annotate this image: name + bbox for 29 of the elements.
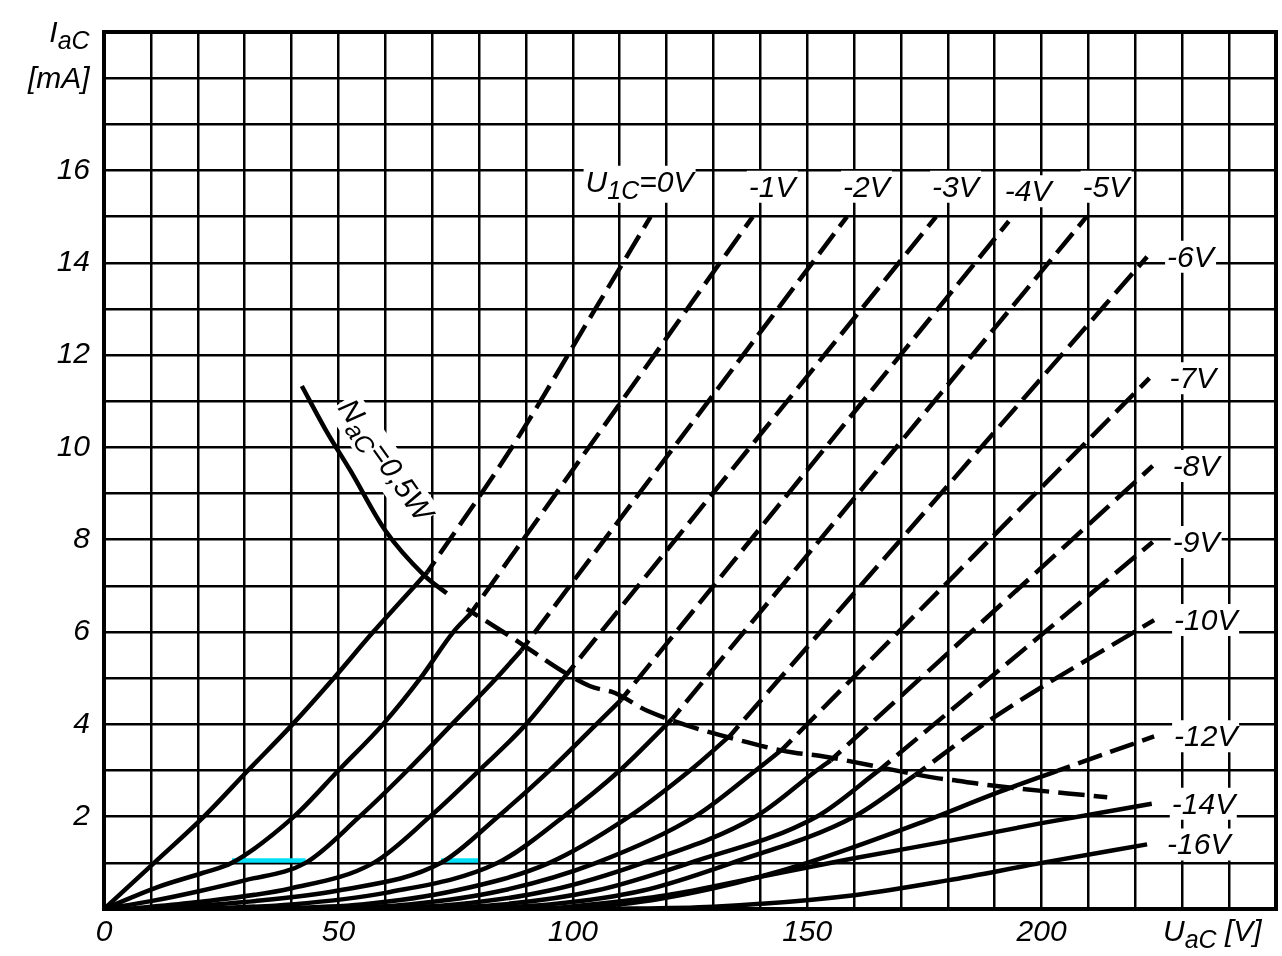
series-label: -5V [1080, 169, 1132, 203]
series-label: -16V [1165, 827, 1233, 861]
y-tick-label: 8 [73, 521, 91, 555]
x-axis-title: U$_{aC}$ [V] [1162, 914, 1263, 953]
series-label: -8V [1170, 448, 1222, 482]
series-label: -2V [841, 169, 892, 203]
x-tick-label: 0 [95, 914, 113, 948]
y-tick-label: 6 [73, 613, 91, 647]
x-tick-label: 150 [782, 914, 833, 948]
y-tick-label: 12 [56, 336, 91, 370]
series-label: -12V [1172, 719, 1240, 753]
y-tick-label: 14 [56, 244, 90, 278]
x-tick-label: 200 [1015, 914, 1067, 948]
y-tick-label: 16 [56, 151, 91, 185]
series-label: -4V [1002, 174, 1054, 208]
series-label: -1V [746, 169, 798, 203]
series-label: U$_{1C}$=0V [583, 164, 696, 204]
x-tick-label: 100 [547, 914, 599, 948]
y-tick-label: 10 [56, 428, 91, 462]
series-label: -7V [1167, 361, 1219, 395]
y-axis-title: I$_{aC}$ [mA] [26, 14, 91, 96]
series-label: -10V [1172, 603, 1240, 637]
series-label: -6V [1165, 239, 1216, 273]
y-tick-label: 4 [73, 705, 90, 739]
series-label: -9V [1170, 525, 1222, 559]
series-label: -14V [1169, 786, 1238, 820]
y-tick-label: 2 [72, 798, 91, 832]
series-label: -3V [930, 169, 981, 203]
x-tick-label: 50 [321, 914, 356, 948]
